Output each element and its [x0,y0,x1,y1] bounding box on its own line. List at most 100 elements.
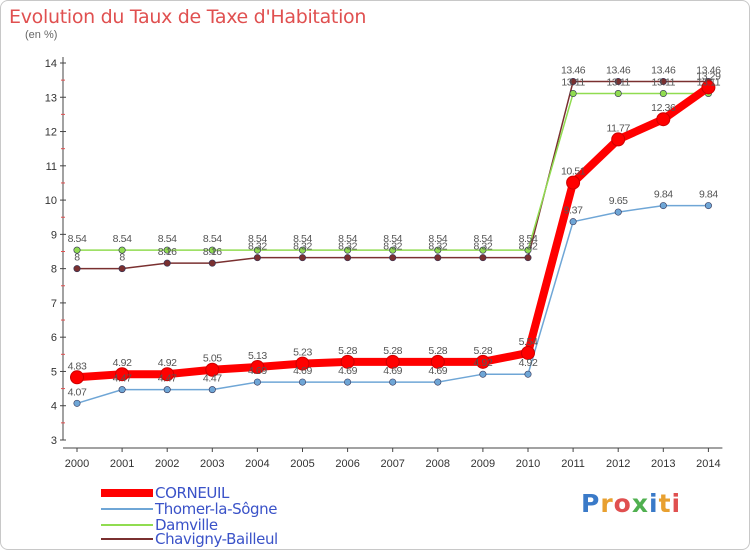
data-label: 4.69 [293,365,312,377]
data-label: 9.84 [654,189,673,201]
data-point [524,246,532,254]
data-point [614,90,622,98]
data-point [118,386,126,394]
data-point [434,246,442,254]
data-label: 8.54 [248,233,267,245]
data-point [434,378,442,386]
legend-label-chavigny: Chavigny-Bailleul [155,530,278,548]
proxiti-logo: Proxiti [581,489,681,518]
data-point [295,356,310,371]
data-label: 13.46 [561,65,586,77]
data-point [479,246,487,254]
x-tick-label: 2005 [290,458,314,470]
data-point [479,254,487,262]
data-point [569,90,577,98]
y-tick-label: 12 [45,127,57,139]
data-label: 8.54 [158,233,177,245]
data-point [479,370,487,378]
data-label: 4.47 [203,373,222,385]
data-label: 5.05 [203,353,222,365]
legend-swatch-damville [101,524,153,526]
legend-label-damville: Damville [155,516,218,534]
data-point [569,218,577,226]
logo-letter: P [581,489,601,518]
data-point [704,202,712,210]
y-tick-label: 11 [46,161,57,173]
logo-letter: r [600,489,614,518]
x-tick-label: 2013 [651,458,675,470]
y-tick-label: 10 [45,195,57,207]
data-point [569,78,577,86]
x-tick-label: 2000 [65,458,89,470]
data-label: 8.54 [428,233,447,245]
data-point [163,386,171,394]
data-label: 4.69 [383,365,402,377]
data-label: 8.32 [473,241,492,253]
x-tick-label: 2003 [200,458,224,470]
data-point [73,265,81,273]
x-tick-label: 2014 [696,458,720,470]
data-point [701,80,716,95]
data-point [253,378,261,386]
y-tick-label: 5 [51,366,57,378]
data-point [253,246,261,254]
data-point [340,354,355,369]
legend-swatch-chavigny [101,538,153,540]
data-label: 8.54 [383,233,402,245]
data-label: 8 [74,252,80,264]
y-tick-label: 9 [51,229,57,241]
x-tick-label: 2007 [380,458,404,470]
data-label: 4.47 [158,373,177,385]
x-tick-label: 2012 [606,458,630,470]
data-label: 8 [119,252,125,264]
data-label: 8.54 [338,233,357,245]
data-label: 5.54 [519,336,538,348]
data-label: 13.11 [697,77,721,89]
data-point [614,78,622,86]
data-label: 5.13 [248,350,267,362]
x-tick-label: 2002 [155,458,179,470]
data-label: 13.46 [651,65,676,77]
data-point [434,254,442,262]
logo-letter: o [613,489,632,518]
data-label: 8.54 [519,233,538,245]
data-label: 9.84 [699,189,718,201]
data-label: 8.32 [383,241,402,253]
data-label: 4.92 [158,357,177,369]
data-label: 5.28 [473,345,492,357]
data-point [430,354,445,369]
data-point [659,78,667,86]
data-label: 8.32 [248,241,267,253]
legend-label-corneuil: CORNEUIL [155,484,229,502]
data-label: 8.16 [158,246,177,258]
y-tick-label: 4 [51,401,57,413]
data-label: 8.54 [68,233,87,245]
data-point [344,246,352,254]
data-point [524,254,532,262]
data-label: 4.83 [68,360,87,372]
data-point [163,246,171,254]
x-tick-label: 2009 [471,458,495,470]
data-label: 4.07 [68,386,87,398]
data-label: 13.11 [561,77,585,89]
data-point [566,175,581,190]
logo-letter: x [631,489,649,518]
data-label: 4.92 [473,357,492,369]
data-point [659,202,667,210]
data-label: 8.32 [428,241,447,253]
data-point [73,399,81,407]
x-tick-label: 2001 [110,458,134,470]
data-label: 4.69 [428,365,447,377]
data-point [524,370,532,378]
data-point [521,345,535,360]
data-point [208,259,216,267]
x-tick-label: 2011 [561,458,585,470]
data-label: 5.28 [383,345,402,357]
data-point [611,132,626,147]
data-label: 13.11 [652,77,676,89]
data-label: 4.92 [113,357,132,369]
legend-item-corneuil: CORNEUIL [101,484,229,502]
y-tick-label: 7 [51,298,57,310]
y-tick-label: 3 [51,435,57,447]
